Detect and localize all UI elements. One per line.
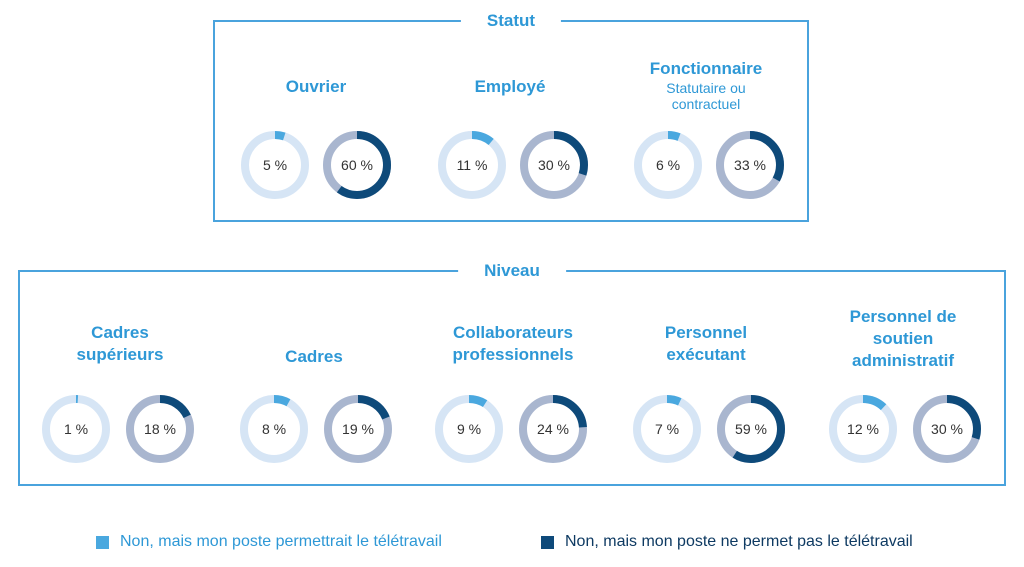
donut-cadres-series-1-svg xyxy=(240,395,308,463)
panel-title-niveau: Niveau xyxy=(458,261,566,281)
panel-niveau: Niveau xyxy=(18,261,1006,486)
donut-personnel-exécutant-series-2-svg xyxy=(717,395,785,463)
donut-ouvrier-series-1-track xyxy=(241,131,309,199)
donut-cadres-series-1: 8 % xyxy=(238,393,310,465)
donut-employé-series-1-svg xyxy=(438,131,506,199)
donut-cadres-supérieurs-series-1: 1 % xyxy=(40,393,112,465)
donut-collaborateurs-professionnels-series-2: 24 % xyxy=(517,393,589,465)
donut-personnel-exécutant-series-2: 59 % xyxy=(715,393,787,465)
legend-item-series-2: Non, mais mon poste ne permet pas le tél… xyxy=(541,533,913,551)
donut-cadres-series-1-track xyxy=(240,395,308,463)
donut-fonctionnaire-series-2-svg xyxy=(716,131,784,199)
donut-cadres-series-2: 19 % xyxy=(322,393,394,465)
donut-personnel-exécutant-series-1: 7 % xyxy=(631,393,703,465)
donut-ouvrier-series-2-arc xyxy=(323,131,391,199)
donut-cadres-supérieurs-series-2: 18 % xyxy=(124,393,196,465)
donut-cadres-series-2-svg xyxy=(324,395,392,463)
donut-collaborateurs-professionnels-series-1-track xyxy=(435,395,503,463)
donut-cadres-supérieurs-series-2-arc xyxy=(126,395,194,463)
panel-statut: Statut xyxy=(213,11,809,222)
donut-fonctionnaire-series-1-arc xyxy=(634,131,702,199)
group-subtitle-fonctionnaire: Statutaire ou contractuel xyxy=(666,80,746,112)
donut-cadres-supérieurs-series-2-svg xyxy=(126,395,194,463)
donut-personnel-exécutant-series-1-svg xyxy=(633,395,701,463)
donut-fonctionnaire-series-1-svg xyxy=(634,131,702,199)
donut-employé-series-2-svg xyxy=(520,131,588,199)
donut-personnel-de-soutien-administratif-series-2-svg xyxy=(913,395,981,463)
legend-label-series-2: Non, mais mon poste ne permet pas le tél… xyxy=(565,533,913,550)
donut-employé-series-2-arc xyxy=(520,131,588,199)
donut-personnel-de-soutien-administratif-series-2-arc xyxy=(913,395,981,463)
donut-employé-series-1-track xyxy=(438,131,506,199)
donut-collaborateurs-professionnels-series-2-svg xyxy=(519,395,587,463)
donut-collaborateurs-professionnels-series-2-arc xyxy=(519,395,587,463)
donut-ouvrier-series-1: 5 % xyxy=(239,129,311,201)
donut-cadres-supérieurs-series-1-arc xyxy=(42,395,110,463)
group-title-personnel-exécutant: Personnel exécutant xyxy=(664,323,748,364)
group-title-ouvrier: Ouvrier xyxy=(285,77,347,96)
donut-cadres-supérieurs-series-1-svg xyxy=(42,395,110,463)
donut-employé-series-1-arc xyxy=(438,131,506,199)
donut-fonctionnaire-series-1: 6 % xyxy=(632,129,704,201)
donut-personnel-de-soutien-administratif-series-1-arc xyxy=(829,395,897,463)
donut-ouvrier-series-1-svg xyxy=(241,131,309,199)
donut-personnel-exécutant-series-1-track xyxy=(633,395,701,463)
group-title-personnel-de-soutien-administratif: Personnel de soutien administratif xyxy=(849,307,957,370)
donut-ouvrier-series-2-svg xyxy=(323,131,391,199)
donut-personnel-de-soutien-administratif-series-1: 12 % xyxy=(827,393,899,465)
legend-label-series-1: Non, mais mon poste permettrait le télét… xyxy=(120,533,442,550)
donut-personnel-de-soutien-administratif-series-2: 30 % xyxy=(911,393,983,465)
donut-ouvrier-series-1-arc xyxy=(241,131,309,199)
donut-cadres-series-1-arc xyxy=(240,395,308,463)
donut-fonctionnaire-series-2: 33 % xyxy=(714,129,786,201)
donut-collaborateurs-professionnels-series-1-svg xyxy=(435,395,503,463)
donut-personnel-exécutant-series-1-arc xyxy=(633,395,701,463)
legend-swatch-series-1 xyxy=(96,535,109,549)
group-title-employé: Employé xyxy=(474,77,546,96)
panel-title-statut: Statut xyxy=(460,11,562,31)
donut-employé-series-2: 30 % xyxy=(518,129,590,201)
group-title-cadres: Cadres xyxy=(285,347,343,366)
donut-collaborateurs-professionnels-series-1: 9 % xyxy=(433,393,505,465)
donut-personnel-de-soutien-administratif-series-1-track xyxy=(829,395,897,463)
donut-fonctionnaire-series-2-arc xyxy=(716,131,784,199)
donut-employé-series-1: 11 % xyxy=(436,129,508,201)
donut-personnel-de-soutien-administratif-series-1-svg xyxy=(829,395,897,463)
donut-cadres-series-2-arc xyxy=(324,395,392,463)
donut-cadres-supérieurs-series-1-track xyxy=(42,395,110,463)
legend-swatch-series-2 xyxy=(541,535,554,549)
donut-collaborateurs-professionnels-series-1-arc xyxy=(435,395,503,463)
group-title-cadres-supérieurs: Cadres supérieurs xyxy=(76,323,164,364)
group-title-fonctionnaire: Fonctionnaire xyxy=(649,59,763,78)
donut-ouvrier-series-2: 60 % xyxy=(321,129,393,201)
group-title-collaborateurs-professionnels: Collaborateurs professionnels xyxy=(452,323,574,364)
legend-item-series-1: Non, mais mon poste permettrait le télét… xyxy=(96,533,442,551)
donut-fonctionnaire-series-1-track xyxy=(634,131,702,199)
donut-personnel-exécutant-series-2-arc xyxy=(717,395,785,463)
